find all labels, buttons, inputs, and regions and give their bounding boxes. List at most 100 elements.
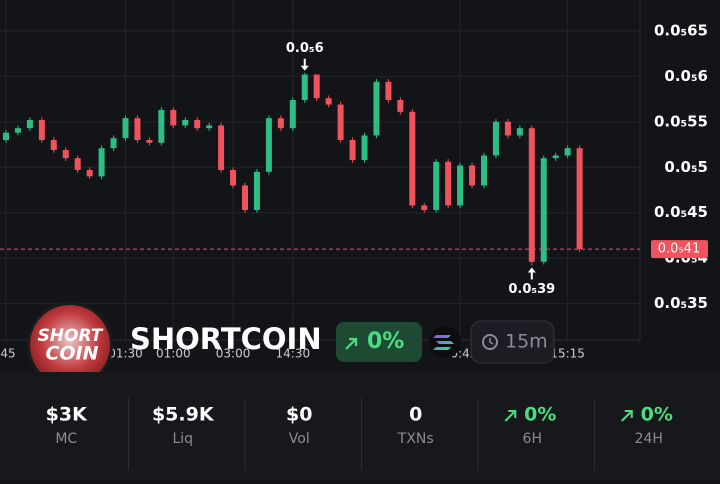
candle-body (576, 148, 583, 250)
candle-body (528, 128, 535, 262)
candle-body (277, 118, 284, 129)
timeframe-button[interactable] (470, 320, 555, 364)
candle-body (349, 140, 356, 160)
candle-body (218, 125, 225, 170)
annotation-label: 0.0₅6 (286, 41, 324, 56)
candle-body (337, 104, 344, 140)
y-tick-label: 0.0₅6 (664, 67, 708, 85)
candle-body (146, 140, 153, 143)
x-tick-label: 03:00 (216, 347, 251, 361)
annotation-arrowhead (527, 267, 536, 273)
stat-label: MC (55, 431, 77, 447)
candle-body (265, 118, 272, 172)
candle-body (301, 74, 308, 100)
candle-body (397, 100, 404, 112)
candle-body (230, 170, 237, 186)
candle-body (134, 118, 141, 140)
annotation-label: 0.0₅39 (508, 282, 555, 297)
solana-logo (433, 335, 454, 350)
arrow-icon (345, 337, 358, 350)
stat-label: Liq (172, 431, 193, 447)
plot: 0.0₅6 0.0₅39 (0, 0, 640, 340)
token-header: SHORT COIN SHORTCOIN 0% 15m (27, 302, 555, 388)
candle-body (3, 132, 9, 140)
arrow-icon (621, 410, 633, 422)
candle-body (38, 120, 45, 140)
logo (30, 305, 110, 385)
candle-body (170, 110, 177, 126)
candle-body (516, 128, 523, 136)
y-tick-label: 0.0₅5 (664, 158, 708, 176)
candle-body (421, 205, 428, 210)
candle-body (158, 110, 165, 143)
stat-value: 0% (641, 404, 673, 426)
candle-body (110, 138, 117, 149)
candle-body (433, 161, 440, 210)
candle-body (289, 100, 296, 129)
stat-value: $0 (286, 404, 312, 426)
price-tag (651, 240, 708, 259)
stats: $3K MC $5.9K Liq $0 Vol 0 TXNs 0% 6H 0% 24H (46, 398, 673, 470)
stat-value: $5.9K (152, 404, 215, 426)
candle-body (552, 155, 559, 159)
candle-body (122, 118, 129, 139)
x-tick-label: 01:00 (156, 347, 191, 361)
clock-icon (482, 334, 498, 350)
candle-body (182, 120, 189, 126)
stat-label: 6H (523, 431, 542, 447)
token-name: SHORTCOIN (130, 322, 322, 356)
candle-body (409, 111, 416, 206)
candle-body (492, 121, 499, 156)
candle-body (194, 120, 201, 129)
y-tick-label: 0.0₅45 (654, 203, 708, 221)
candle-body (50, 140, 57, 150)
x-tick-label: :45 (0, 347, 16, 361)
logo-text: COIN (45, 343, 98, 365)
candle-body (445, 161, 452, 206)
stat-value: 0% (524, 404, 556, 426)
clock-hands (489, 338, 494, 345)
price-label: 0.0₅41 (658, 242, 700, 257)
candle-body (242, 185, 248, 210)
candle-body (481, 155, 487, 186)
candle-body (469, 165, 476, 186)
x-tick-label: 14:30 (276, 347, 311, 361)
candle-body (62, 150, 69, 159)
candle-body (74, 158, 81, 170)
stat-value: $3K (46, 404, 88, 426)
x-tick-label: 01:30 (108, 347, 143, 361)
stat-label: TXNs (397, 431, 434, 447)
candle-body (361, 135, 368, 160)
y-tick-label: 0.0₅55 (654, 112, 708, 130)
change-value: 0% (367, 329, 404, 354)
candle-body (14, 128, 21, 133)
axes: 0.0₅650.0₅60.0₅550.0₅50.0₅450.0₅40.0₅35:… (0, 21, 708, 361)
change-pill (336, 322, 422, 362)
y-tick-label: 0.0₅35 (654, 294, 708, 312)
stat-label: Vol (289, 431, 310, 447)
x-tick-label: 15:15 (550, 347, 585, 361)
candle-body (564, 148, 571, 156)
candle-body (325, 98, 332, 105)
candle-body (26, 120, 33, 129)
candle-body (253, 171, 260, 210)
candle-body (313, 74, 320, 99)
arrow-icon (504, 410, 517, 422)
timeframe[interactable]: 15m (505, 331, 548, 353)
stat-value: 0 (409, 404, 422, 426)
logo-text: SHORT (38, 326, 104, 346)
candle-body (373, 81, 380, 136)
candle-body (385, 81, 392, 100)
annotation-arrowhead (300, 65, 309, 71)
candle-body (540, 158, 547, 262)
stats-bar (0, 372, 720, 480)
candle-body (98, 148, 105, 177)
candle-body (86, 170, 93, 177)
stat-label: 24H (635, 431, 663, 447)
candle-body (504, 121, 511, 136)
y-tick-label: 0.0₅65 (654, 21, 708, 39)
candle-body (206, 125, 213, 129)
candle-body (457, 165, 464, 206)
